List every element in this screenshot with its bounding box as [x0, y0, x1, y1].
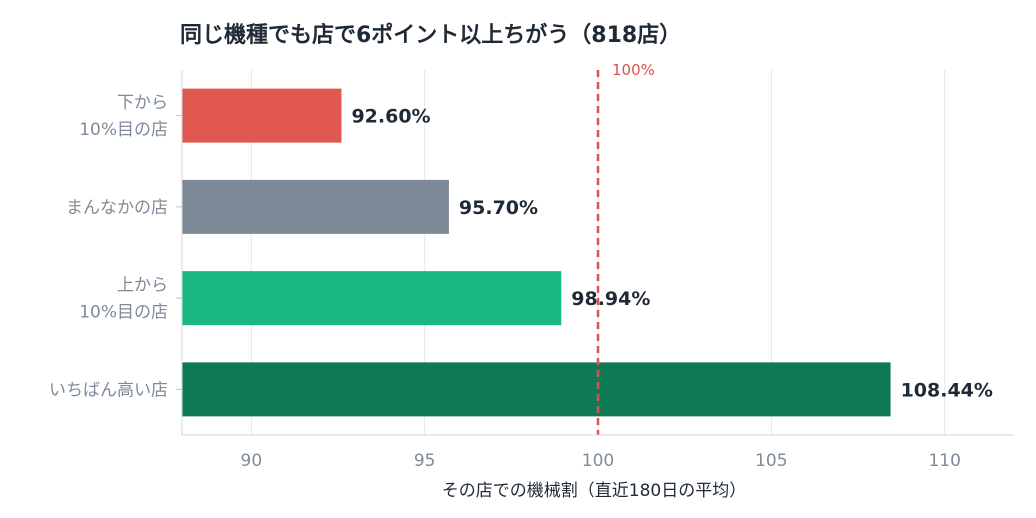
data-label: 108.44%: [901, 379, 993, 401]
data-label: 92.60%: [351, 106, 430, 128]
labels: 90 95 100 105 110 92.60% 下から 10%目の店 95.70% まんなかの店…: [49, 93, 993, 471]
y-tick-label: 下から 10%目の店: [79, 93, 168, 140]
chart-title: 同じ機種でも店で6ポイント以上ちがう（818店）: [180, 22, 681, 48]
y-tick-label: まんなかの店: [66, 198, 168, 218]
reference-line-group: 100%: [596, 61, 655, 435]
data-label: 95.70%: [459, 197, 538, 219]
x-tick-label: 100: [582, 451, 614, 471]
axes: [176, 70, 1014, 436]
x-tick-label: 95: [414, 451, 436, 471]
bars: [182, 88, 891, 417]
bar: [182, 88, 342, 143]
y-tick-label: いちばん高い店: [49, 380, 168, 400]
y-tick-label-line: まんなかの店: [66, 198, 168, 218]
bar: [182, 271, 562, 326]
x-tick-label: 90: [241, 451, 263, 471]
bar: [182, 362, 891, 417]
y-tick-label-line: 10%目の店: [79, 120, 168, 140]
reference-line-label: 100%: [612, 61, 655, 79]
y-tick-label-line: 10%目の店: [79, 303, 168, 323]
y-tick-label-line: 下から: [117, 93, 168, 113]
data-label: 98.94%: [571, 288, 650, 310]
y-tick-label: 上から 10%目の店: [79, 276, 168, 323]
x-tick-label: 105: [755, 451, 787, 471]
x-axis-label: その店での機械割（直近180日の平均）: [442, 481, 746, 501]
bar: [182, 179, 449, 234]
y-tick-label-line: 上から: [117, 276, 168, 296]
x-tick-label: 110: [928, 451, 960, 471]
y-tick-label-line: いちばん高い店: [49, 380, 168, 400]
